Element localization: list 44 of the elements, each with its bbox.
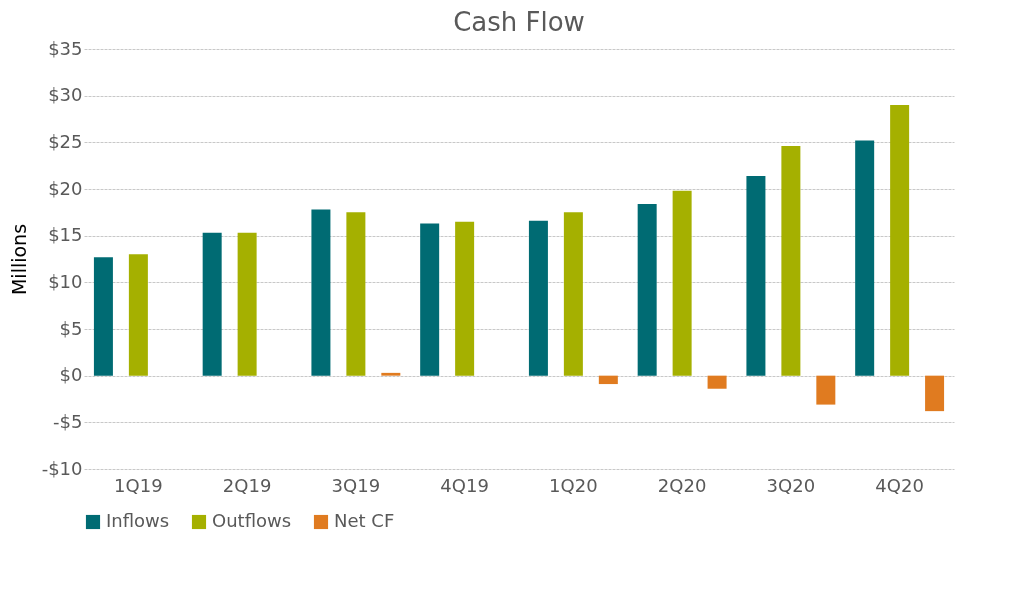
bar xyxy=(455,221,475,376)
y-tick-label: $30 xyxy=(48,84,83,106)
bar xyxy=(598,375,618,385)
x-tick-label: 3Q20 xyxy=(766,474,816,496)
bar xyxy=(890,105,910,376)
bar xyxy=(781,146,801,376)
bar xyxy=(855,140,875,376)
bar xyxy=(93,257,113,376)
bar xyxy=(128,254,148,376)
bar xyxy=(202,232,222,376)
bar xyxy=(672,190,692,376)
bar xyxy=(563,212,583,376)
bar xyxy=(707,375,727,389)
y-tick-label: $20 xyxy=(48,177,83,199)
y-tick-label: $0 xyxy=(59,364,83,386)
y-tick-label: -$5 xyxy=(53,410,83,432)
bar xyxy=(637,203,657,376)
bar xyxy=(420,223,440,376)
x-tick-label: 1Q20 xyxy=(549,474,598,496)
y-tick-label: $5 xyxy=(59,317,83,339)
y-tick-label: $25 xyxy=(48,130,83,152)
legend-label: Net CF xyxy=(334,510,395,531)
y-axis-title: Millions xyxy=(7,223,30,296)
bar xyxy=(746,175,766,376)
legend-label: Outflows xyxy=(212,510,292,531)
y-tick-label: -$10 xyxy=(41,457,83,479)
bar xyxy=(311,209,331,376)
x-tick-label: 4Q20 xyxy=(875,474,924,496)
bar xyxy=(528,220,548,376)
x-tick-label: 3Q19 xyxy=(331,474,381,496)
bar xyxy=(925,375,945,412)
x-tick-label: 1Q19 xyxy=(114,474,163,496)
x-tick-label: 2Q19 xyxy=(222,474,272,496)
x-tick-label: 4Q19 xyxy=(440,474,489,496)
x-tick-label: 2Q20 xyxy=(657,474,707,496)
bar xyxy=(346,212,366,376)
y-tick-label: $10 xyxy=(48,270,83,292)
bar xyxy=(816,375,836,405)
chart-title: Cash Flow xyxy=(453,7,585,37)
y-tick-label: $35 xyxy=(48,37,83,59)
legend-label: Inflows xyxy=(106,510,170,531)
bar xyxy=(381,372,401,376)
bar xyxy=(237,232,257,376)
y-tick-label: $15 xyxy=(48,224,83,246)
